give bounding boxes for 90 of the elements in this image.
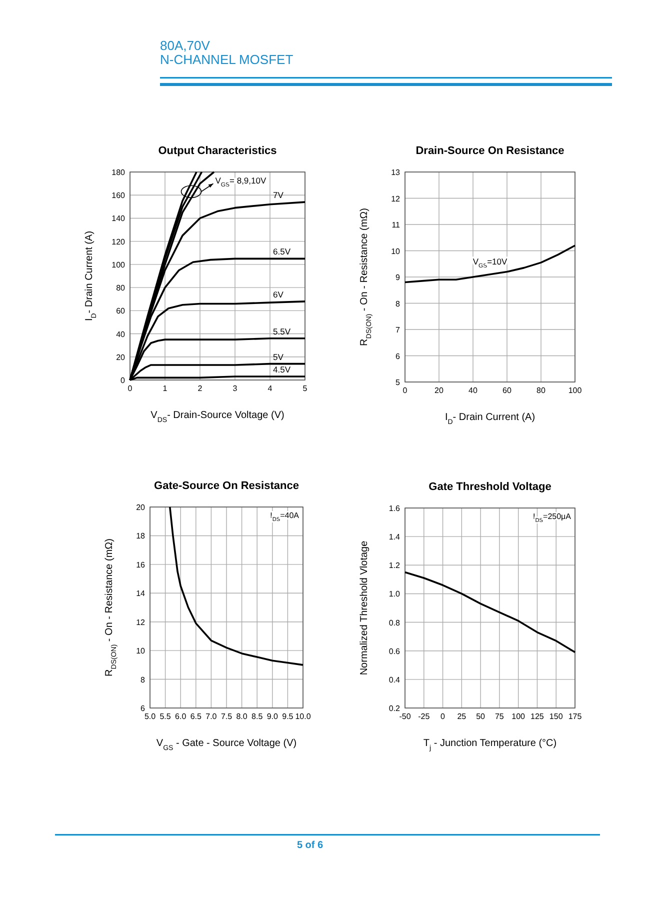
y-tick-label: 40: [116, 330, 126, 339]
text: 5 of 6: [296, 840, 324, 851]
chart-title: Output Characteristics: [158, 145, 277, 157]
text: 80A,70V: [160, 38, 210, 53]
y-tick-label: 120: [112, 237, 126, 246]
y-tick-label: 12: [136, 618, 146, 627]
y-tick-label: 1.2: [388, 561, 401, 570]
x-tick-label: 60: [502, 386, 512, 395]
y-tick-label: 0.6: [388, 646, 401, 656]
x-tick-label: -50: [399, 712, 412, 721]
x-tick-label: 8.0: [236, 712, 248, 721]
x-tick-label: 7.0: [206, 712, 218, 721]
x-axis-title: I$_{D}$- Drain Current (A): [444, 412, 536, 426]
annotation: V$_{GS}$=10V: [472, 256, 508, 270]
x-tick-label: 4: [268, 384, 273, 393]
x-axis-title: V$_{GS}$ - Gate - Source Voltage (V): [156, 738, 297, 752]
x-tick-label: 6.5: [190, 712, 202, 721]
chart-title: Gate Threshold Voltage: [428, 481, 552, 493]
annotation: I$_{DS}$=250μA: [533, 512, 572, 524]
x-tick-label: 6.0: [175, 712, 187, 721]
series-label: 5V: [273, 352, 284, 362]
x-tick-label: 10.0: [295, 712, 312, 721]
series-label: 6V: [273, 289, 284, 300]
x-tick-label: 80: [536, 386, 546, 395]
y-tick-label: 0.4: [388, 675, 401, 684]
series-label: 6.5V: [273, 246, 291, 257]
y-tick-label: 180: [112, 168, 126, 177]
y-axis-title: Normalized Threshold Vlotage: [359, 540, 370, 676]
x-tick-label: 9.0: [266, 712, 279, 721]
annotation: I$_{DS}$=40A: [270, 511, 300, 523]
x-tick-label: -25: [418, 712, 430, 721]
x-tick-label: 5: [302, 384, 308, 393]
x-tick-label: 5.0: [144, 712, 156, 721]
y-tick-label: 20: [116, 352, 126, 362]
y-tick-label: 12: [391, 194, 401, 204]
series-label: 4.5V: [273, 364, 291, 375]
x-tick-label: 3: [232, 384, 238, 393]
x-tick-label: 100: [512, 712, 526, 721]
x-tick-label: 8.5: [252, 712, 264, 721]
chart-title: Drain-Source On Resistance: [416, 145, 564, 157]
y-tick-label: 16: [136, 560, 146, 570]
x-tick-label: 125: [530, 712, 544, 721]
y-tick-label: 80: [116, 284, 126, 293]
y-tick-label: 8: [140, 675, 146, 684]
x-tick-label: 50: [476, 712, 486, 721]
y-tick-label: 1.0: [388, 590, 401, 599]
x-tick-label: 25: [457, 712, 467, 721]
y-tick-label: 8: [396, 299, 401, 308]
y-tick-label: 1.4: [388, 532, 401, 542]
y-tick-label: 1.6: [388, 504, 401, 513]
x-tick-label: 0: [128, 384, 133, 393]
y-tick-label: 0.2: [388, 704, 401, 713]
x-tick-label: 175: [568, 712, 582, 721]
x-tick-label: 0: [402, 386, 408, 395]
y-tick-label: 14: [136, 589, 146, 598]
x-tick-label: 100: [568, 386, 582, 395]
x-tick-label: 5.5: [160, 712, 172, 721]
x-axis-title: V$_{DS}$- Drain-Source Voltage (V): [150, 410, 284, 424]
x-tick-label: 150: [549, 712, 564, 721]
annotation: V$_{GS}$= 8,9,10V: [215, 176, 266, 189]
chart-title: Gate-Source On Resistance: [154, 480, 299, 492]
series-label: 7V: [273, 190, 284, 200]
y-tick-label: 18: [136, 532, 146, 541]
y-tick-label: 13: [391, 168, 401, 177]
x-tick-label: 2: [198, 384, 203, 393]
y-tick-label: 6: [396, 352, 401, 361]
x-tick-label: 75: [494, 712, 504, 721]
y-tick-label: 10: [136, 646, 146, 656]
x-tick-label: 20: [434, 386, 444, 395]
y-tick-label: 140: [112, 214, 126, 224]
y-tick-label: 60: [116, 306, 126, 316]
y-tick-label: 6: [140, 704, 146, 713]
y-tick-label: 11: [392, 220, 401, 230]
y-tick-label: 7: [396, 326, 401, 334]
x-tick-label: 0: [440, 712, 446, 721]
text: N-CHANNEL MOSFET: [160, 52, 294, 67]
x-tick-label: 9.5: [282, 712, 294, 721]
y-tick-label: 10: [391, 246, 401, 256]
y-tick-label: 100: [112, 260, 126, 270]
y-tick-label: 20: [136, 503, 146, 512]
series-label: 5.5V: [273, 326, 291, 336]
x-tick-label: 7.5: [220, 712, 233, 721]
x-axis-title: T$_{j}$ - Junction Temperature (°C): [423, 738, 557, 752]
y-tick-label: 9: [396, 273, 401, 282]
y-tick-label: 0: [120, 376, 126, 385]
y-tick-label: 5: [396, 378, 401, 387]
x-tick-label: 1: [162, 384, 168, 393]
y-tick-label: 0.8: [388, 618, 401, 628]
y-tick-label: 160: [112, 191, 126, 200]
x-tick-label: 40: [468, 386, 478, 395]
